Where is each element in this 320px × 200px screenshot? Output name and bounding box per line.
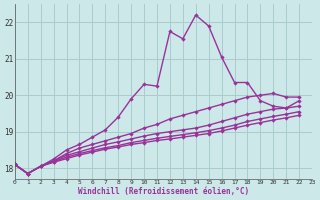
X-axis label: Windchill (Refroidissement éolien,°C): Windchill (Refroidissement éolien,°C) [78,187,249,196]
